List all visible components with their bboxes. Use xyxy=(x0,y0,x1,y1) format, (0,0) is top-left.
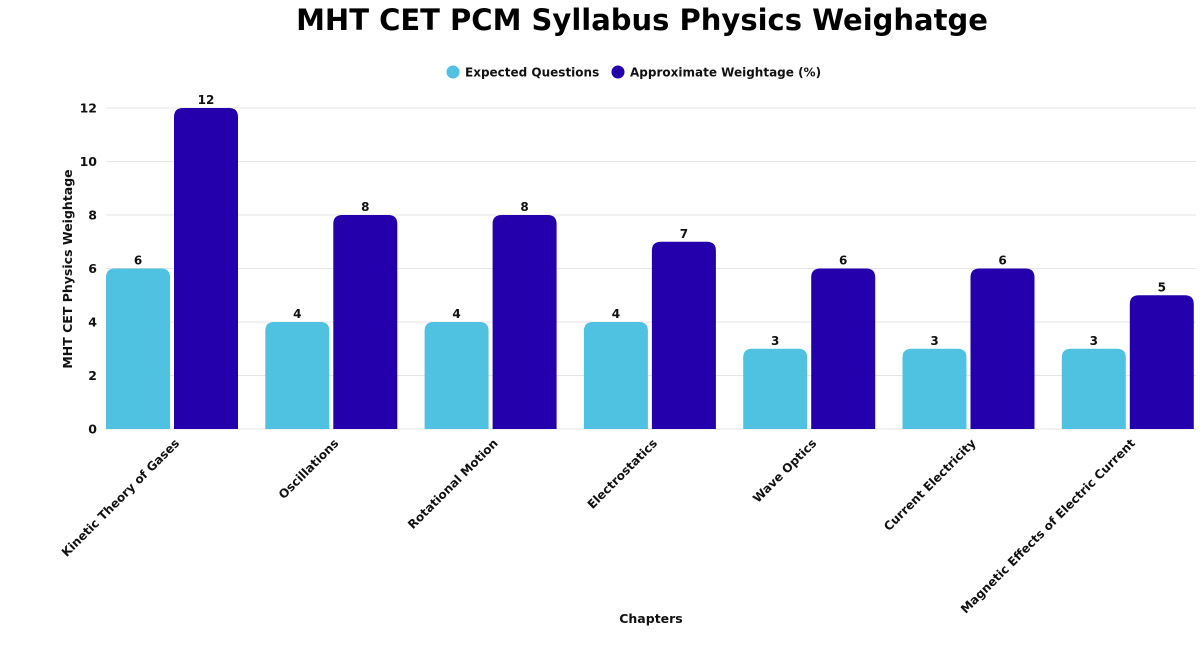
bar-expected-questions xyxy=(265,322,330,429)
bar-approximate-weightage xyxy=(333,215,398,429)
bar-approximate-weightage xyxy=(492,215,557,429)
x-tick-label: Oscillations xyxy=(276,436,342,502)
bar-value-label: 4 xyxy=(452,307,460,321)
x-tick-label: Electrostatics xyxy=(585,436,660,511)
chart-legend: Expected Questions Approximate Weightage … xyxy=(446,65,821,79)
bar-value-label: 8 xyxy=(520,200,528,214)
x-axis-ticks: Kinetic Theory of Gases Oscillations Rotat… xyxy=(59,436,1138,616)
bar-expected-questions xyxy=(743,348,808,429)
y-tick-label: 6 xyxy=(88,261,97,276)
bar-expected-questions xyxy=(106,268,170,429)
bar-approximate-weightage xyxy=(651,241,716,429)
bar-value-label: 6 xyxy=(134,254,142,268)
legend-label: Expected Questions xyxy=(465,65,599,79)
bar-expected-questions xyxy=(1061,348,1126,429)
bar-value-label: 5 xyxy=(1158,280,1166,294)
bar-value-label: 4 xyxy=(612,307,620,321)
bar-value-label: 3 xyxy=(1090,334,1098,348)
y-tick-label: 12 xyxy=(80,101,97,116)
bar-value-label: 8 xyxy=(361,200,369,214)
bar-value-label: 7 xyxy=(680,227,688,241)
x-axis-title: Chapters xyxy=(619,611,683,626)
bar-approximate-weightage xyxy=(811,268,876,429)
bar-value-label: 6 xyxy=(839,254,847,268)
bar-value-label: 3 xyxy=(930,334,938,348)
bar-value-label: 4 xyxy=(293,307,301,321)
y-axis-title: MHT CET Physics Weightage xyxy=(60,169,75,368)
bar-approximate-weightage xyxy=(174,108,238,429)
bar-value-labels: 6 12 4 8 4 8 4 7 3 6 3 6 3 5 xyxy=(134,93,1166,348)
x-tick-label: Magnetic Effects of Electric Current xyxy=(958,436,1138,616)
y-tick-label: 2 xyxy=(88,368,97,383)
bar-expected-questions xyxy=(902,348,967,429)
bar-value-label: 3 xyxy=(771,334,779,348)
bar-expected-questions xyxy=(583,322,648,429)
y-tick-label: 8 xyxy=(88,208,97,223)
x-tick-label: Kinetic Theory of Gases xyxy=(59,436,182,559)
y-tick-label: 4 xyxy=(88,315,97,330)
legend-swatch xyxy=(611,65,625,79)
legend-swatch xyxy=(446,65,460,79)
chart-title: MHT CET PCM Syllabus Physics Weighatge xyxy=(296,3,988,37)
bar-approximate-weightage xyxy=(1129,295,1194,429)
y-tick-label: 10 xyxy=(80,154,98,169)
bar-expected-questions xyxy=(424,322,489,429)
x-tick-label: Rotational Motion xyxy=(405,436,501,532)
legend-label: Approximate Weightage (%) xyxy=(630,65,821,79)
y-tick-label: 0 xyxy=(88,422,97,437)
bars xyxy=(106,108,1194,429)
bar-approximate-weightage xyxy=(970,268,1035,429)
y-axis-ticks: 0 2 4 6 8 10 12 xyxy=(80,101,98,437)
bar-value-label: 6 xyxy=(998,254,1006,268)
x-tick-label: Current Electricity xyxy=(881,436,979,534)
x-tick-label: Wave Optics xyxy=(750,436,819,505)
bar-value-label: 12 xyxy=(198,93,215,107)
